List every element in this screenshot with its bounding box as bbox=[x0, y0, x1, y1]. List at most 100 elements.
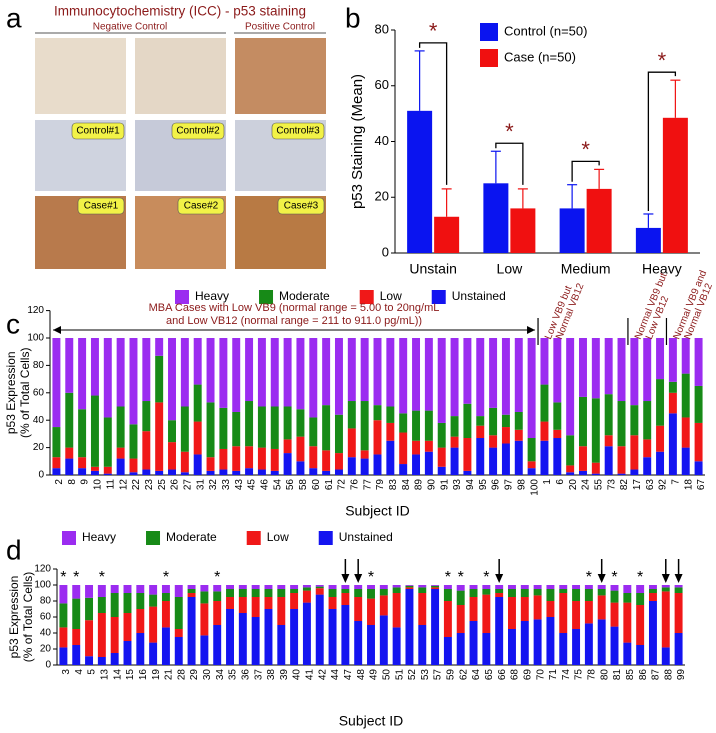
bar-segment bbox=[257, 447, 266, 470]
legend-label: Case (n=50) bbox=[504, 49, 576, 64]
x-tick-label: 57 bbox=[433, 669, 444, 681]
significance-mark: * bbox=[483, 569, 489, 586]
label-box bbox=[271, 122, 325, 140]
bar-segment bbox=[399, 464, 408, 475]
bar-segment bbox=[405, 589, 414, 665]
significance-mark: * bbox=[458, 569, 464, 586]
bar-segment bbox=[418, 585, 427, 588]
bar bbox=[510, 208, 536, 253]
bar-segment bbox=[277, 585, 286, 589]
bar-segment bbox=[405, 585, 414, 588]
bar-segment bbox=[155, 355, 164, 403]
x-tick-label: 94 bbox=[465, 479, 476, 491]
bar-segment bbox=[412, 440, 421, 455]
bar-segment bbox=[251, 585, 260, 589]
bar-segment bbox=[648, 593, 657, 601]
x-tick-label: 47 bbox=[343, 669, 354, 681]
bar-segment bbox=[322, 338, 331, 406]
y-tick-label: 120 bbox=[34, 564, 51, 575]
bar-segment bbox=[591, 473, 600, 475]
bar-segment bbox=[546, 617, 555, 665]
bar-segment bbox=[257, 406, 266, 448]
bar-segment bbox=[116, 406, 125, 448]
panel-label: b bbox=[345, 2, 361, 33]
x-tick-label: 16 bbox=[138, 669, 149, 681]
bar-segment bbox=[149, 585, 158, 595]
x-tick-label: 53 bbox=[420, 669, 431, 681]
bar-segment bbox=[520, 597, 529, 621]
bar-segment bbox=[674, 585, 683, 588]
bar-segment bbox=[482, 594, 491, 633]
bar-segment bbox=[482, 585, 491, 589]
bar-segment bbox=[180, 406, 189, 452]
bar-segment bbox=[456, 633, 465, 665]
bar-segment bbox=[476, 338, 485, 417]
x-tick-label: 41 bbox=[305, 669, 316, 681]
bar-segment bbox=[636, 593, 645, 605]
bar bbox=[434, 216, 460, 253]
bar-segment bbox=[232, 470, 241, 475]
bar-segment bbox=[103, 417, 112, 467]
bar-segment bbox=[681, 338, 690, 374]
x-tick-label: 15 bbox=[125, 669, 136, 681]
bar-segment bbox=[110, 593, 119, 617]
bar-segment bbox=[245, 446, 254, 469]
bar-segment bbox=[200, 591, 209, 604]
bar-segment bbox=[520, 589, 529, 597]
y-tick-label: 0 bbox=[382, 244, 389, 259]
bar-segment bbox=[302, 585, 311, 588]
bar-segment bbox=[219, 407, 228, 449]
x-tick-label: 70 bbox=[535, 669, 546, 681]
significance-mark: * bbox=[445, 569, 451, 586]
y-tick-label: 40 bbox=[40, 628, 52, 639]
bar-segment bbox=[97, 585, 106, 597]
x-tick-label: 44 bbox=[330, 669, 341, 681]
bar-segment bbox=[251, 617, 260, 665]
x-tick-label: 72 bbox=[337, 479, 348, 491]
bar-segment bbox=[656, 338, 665, 380]
x-tick-label: 11 bbox=[105, 479, 116, 490]
bar-segment bbox=[238, 613, 247, 665]
significance-mark: * bbox=[60, 569, 66, 586]
bar-segment bbox=[168, 420, 176, 443]
legend-swatch bbox=[146, 531, 161, 545]
bar-segment bbox=[200, 603, 209, 636]
bar-segment bbox=[155, 470, 164, 475]
bar-segment bbox=[533, 595, 542, 620]
x-tick-label: 12 bbox=[118, 479, 129, 491]
significance-mark: * bbox=[73, 569, 79, 586]
bar-segment bbox=[270, 406, 279, 449]
legend-swatch bbox=[431, 290, 446, 304]
bar bbox=[586, 188, 612, 253]
bar-segment bbox=[553, 402, 562, 430]
x-tick-label: 36 bbox=[240, 669, 251, 681]
bar-segment bbox=[206, 457, 215, 471]
x-tick-label: 52 bbox=[407, 669, 418, 681]
sample-label: Case#2 bbox=[184, 201, 219, 212]
bar-segment bbox=[456, 585, 465, 591]
bar-segment bbox=[328, 609, 337, 665]
bar-segment bbox=[514, 338, 523, 412]
bar-segment bbox=[636, 645, 645, 665]
bar-segment bbox=[386, 406, 395, 423]
bar-segment bbox=[360, 458, 369, 475]
bar-segment bbox=[584, 589, 593, 601]
x-tick-label: 26 bbox=[170, 479, 181, 491]
bar-segment bbox=[469, 597, 478, 621]
legend-label: Moderate bbox=[166, 530, 217, 544]
legend-label: Unstained bbox=[339, 530, 393, 544]
bar-segment bbox=[174, 585, 183, 597]
x-tick-label: 79 bbox=[375, 479, 386, 491]
bar-segment bbox=[617, 338, 626, 402]
x-tick-label: 89 bbox=[414, 479, 425, 491]
bar-segment bbox=[392, 627, 401, 665]
bar-segment bbox=[431, 585, 440, 588]
bar-segment bbox=[78, 457, 87, 469]
bar-segment bbox=[648, 589, 657, 593]
bar-segment bbox=[65, 447, 74, 459]
x-tick-label: Heavy bbox=[642, 261, 682, 277]
bar-segment bbox=[379, 615, 388, 665]
bar-segment bbox=[379, 589, 388, 596]
bar-segment bbox=[59, 647, 68, 665]
bar-segment bbox=[251, 597, 260, 617]
